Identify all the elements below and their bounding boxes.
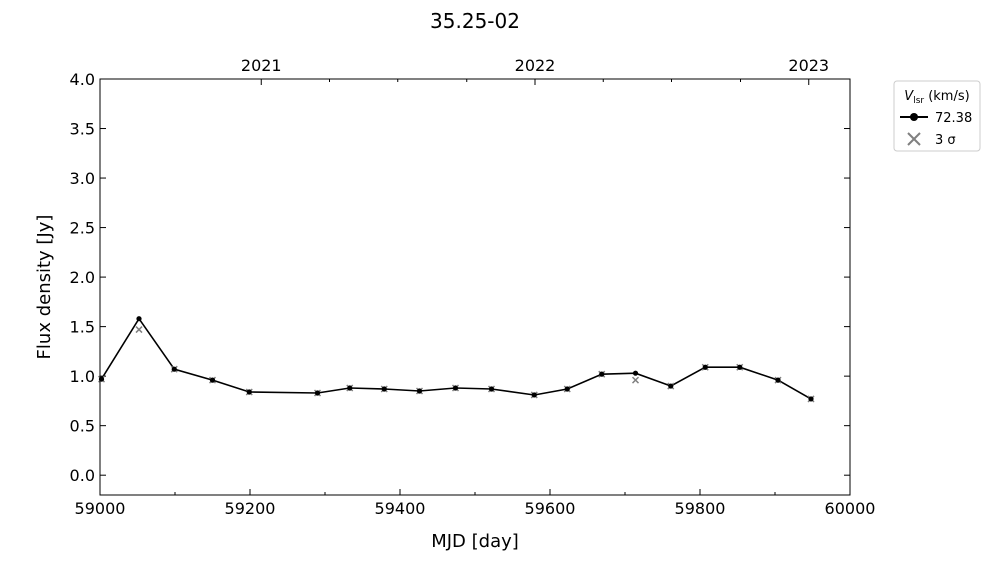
data-point — [808, 396, 814, 402]
data-point — [314, 390, 321, 396]
sigma-marker-stroke — [135, 326, 143, 334]
top-tick-label: 2021 — [241, 56, 282, 75]
data-point — [209, 377, 216, 383]
legend: Vlsr (km/s) 72.38 3 σ — [893, 80, 981, 152]
axis-ticks: 59000 59200 59400 59600 59800 60000 0.0 0.5 1.0 1… — [70, 56, 876, 518]
data-point — [171, 366, 177, 372]
y-tick-label: 0.0 — [70, 466, 95, 485]
y-tick-label: 3.5 — [70, 120, 95, 139]
data-point — [416, 388, 423, 394]
x-axis-label: MJD [day] — [431, 531, 519, 552]
sigma-marker-stroke — [631, 376, 640, 384]
y-tick-label: 0.5 — [70, 417, 95, 436]
data-point — [531, 392, 537, 398]
data-point — [136, 316, 142, 322]
data-point — [488, 386, 495, 392]
legend-box — [893, 80, 981, 152]
sigma-marker — [135, 326, 143, 334]
y-axis-label: Flux density [Jy] — [34, 215, 55, 360]
top-tick-label: 2023 — [788, 56, 829, 75]
y-tick-label: 1.0 — [70, 367, 95, 386]
chart-title: 35.25-02 — [430, 9, 520, 33]
y-tick-label: 2.0 — [70, 268, 95, 287]
data-point — [246, 389, 252, 395]
data-point — [381, 386, 387, 392]
x-tick-label: 59600 — [525, 499, 576, 518]
y-tick-label: 1.5 — [70, 318, 95, 337]
y-tick-label: 3.0 — [70, 169, 95, 188]
data-point — [599, 371, 605, 377]
series-line-72-38 — [100, 317, 812, 400]
data-point — [702, 364, 708, 370]
data-point — [737, 364, 743, 370]
x-tick-label: 59800 — [675, 499, 726, 518]
data-point — [564, 386, 570, 392]
legend-dot-marker — [910, 113, 918, 121]
data-point — [668, 383, 674, 389]
data-series — [97, 316, 815, 403]
x-tick-label: 59200 — [225, 499, 276, 518]
plot-frame — [99, 78, 851, 496]
x-tick-label: 60000 — [825, 499, 876, 518]
sigma-marker — [631, 376, 640, 384]
data-point — [632, 370, 639, 376]
y-tick-label: 4.0 — [70, 70, 95, 89]
y-tick-label: 2.5 — [70, 219, 95, 238]
data-point — [347, 385, 353, 391]
legend-entry-3sigma: 3 σ — [935, 133, 956, 148]
legend-x-marker — [907, 132, 921, 146]
top-tick-label: 2022 — [515, 56, 556, 75]
legend-title: Vlsr (km/s) — [904, 89, 969, 106]
legend-entry-series: 72.38 — [935, 111, 972, 126]
data-point — [452, 385, 459, 391]
data-point — [775, 377, 781, 383]
x-tick-label: 59400 — [375, 499, 426, 518]
x-tick-label: 59000 — [75, 499, 126, 518]
